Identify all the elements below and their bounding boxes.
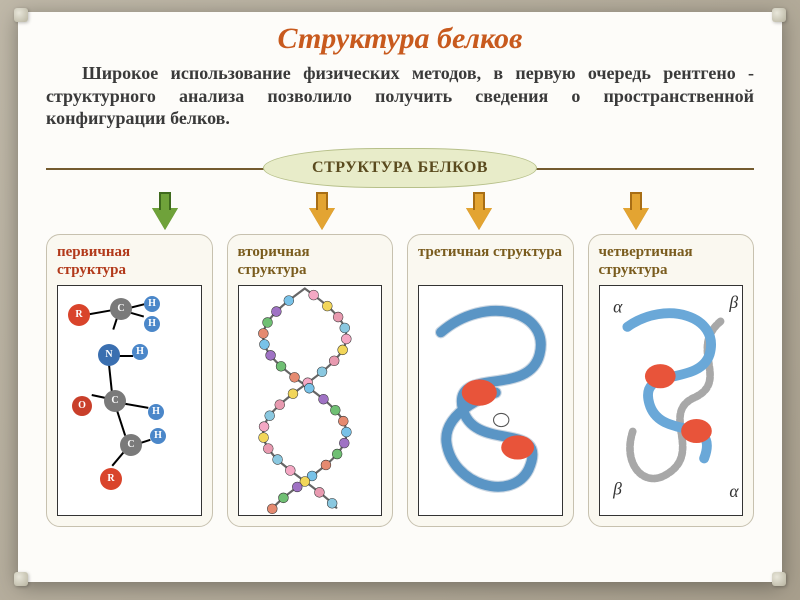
svg-text:α: α [613,296,623,316]
atom-r: R [68,304,90,326]
card-title: первичная структура [57,243,202,279]
tertiary-structure-card: третичная структура [407,234,574,528]
pin-icon [14,8,28,22]
card-title: четвертичная структура [599,243,744,279]
card-title: третичная структура [418,243,563,279]
atom-h: H [132,344,148,360]
atom-h: H [148,404,164,420]
svg-text:β: β [612,478,622,498]
atom-h: H [150,428,166,444]
atom-n: N [98,344,120,366]
atom-c: C [104,390,126,412]
atom-r: R [100,468,122,490]
page-title: Структура белков [46,22,754,56]
card-title: вторичная структура [238,243,383,279]
atom-h: H [144,296,160,312]
quaternary-structure-diagram: α α β β [599,285,744,517]
tertiary-structure-diagram [418,285,563,517]
primary-structure-diagram: RCHHNHCOHCHR [57,285,202,517]
intro-paragraph: Широкое использование физических методов… [46,62,754,130]
atom-o: O [72,396,92,416]
secondary-structure-diagram [238,285,383,517]
primary-structure-card: первичная структураRCHHNHCOHCHR [46,234,213,528]
pin-icon [14,572,28,586]
hub-label: СТРУКТУРА БЕЛКОВ [263,148,537,188]
pin-icon [772,572,786,586]
cards-row: первичная структураRCHHNHCOHCHRвторичная… [46,234,754,528]
down-arrow-icon [623,208,649,230]
svg-text:β: β [728,292,738,312]
slide-paper: Структура белков Широкое использование ф… [18,12,782,582]
down-arrow-icon [309,208,335,230]
hub-row: СТРУКТУРА БЕЛКОВ [46,148,754,188]
atom-c: C [120,434,142,456]
secondary-structure-card: вторичная структура [227,234,394,528]
down-arrow-icon [466,208,492,230]
atom-c: C [110,298,132,320]
arrow-row [86,208,714,230]
svg-text:α: α [729,480,739,500]
atom-h: H [144,316,160,332]
down-arrow-icon [152,208,178,230]
pin-icon [772,8,786,22]
quaternary-structure-card: четвертичная структура α α β β [588,234,755,528]
